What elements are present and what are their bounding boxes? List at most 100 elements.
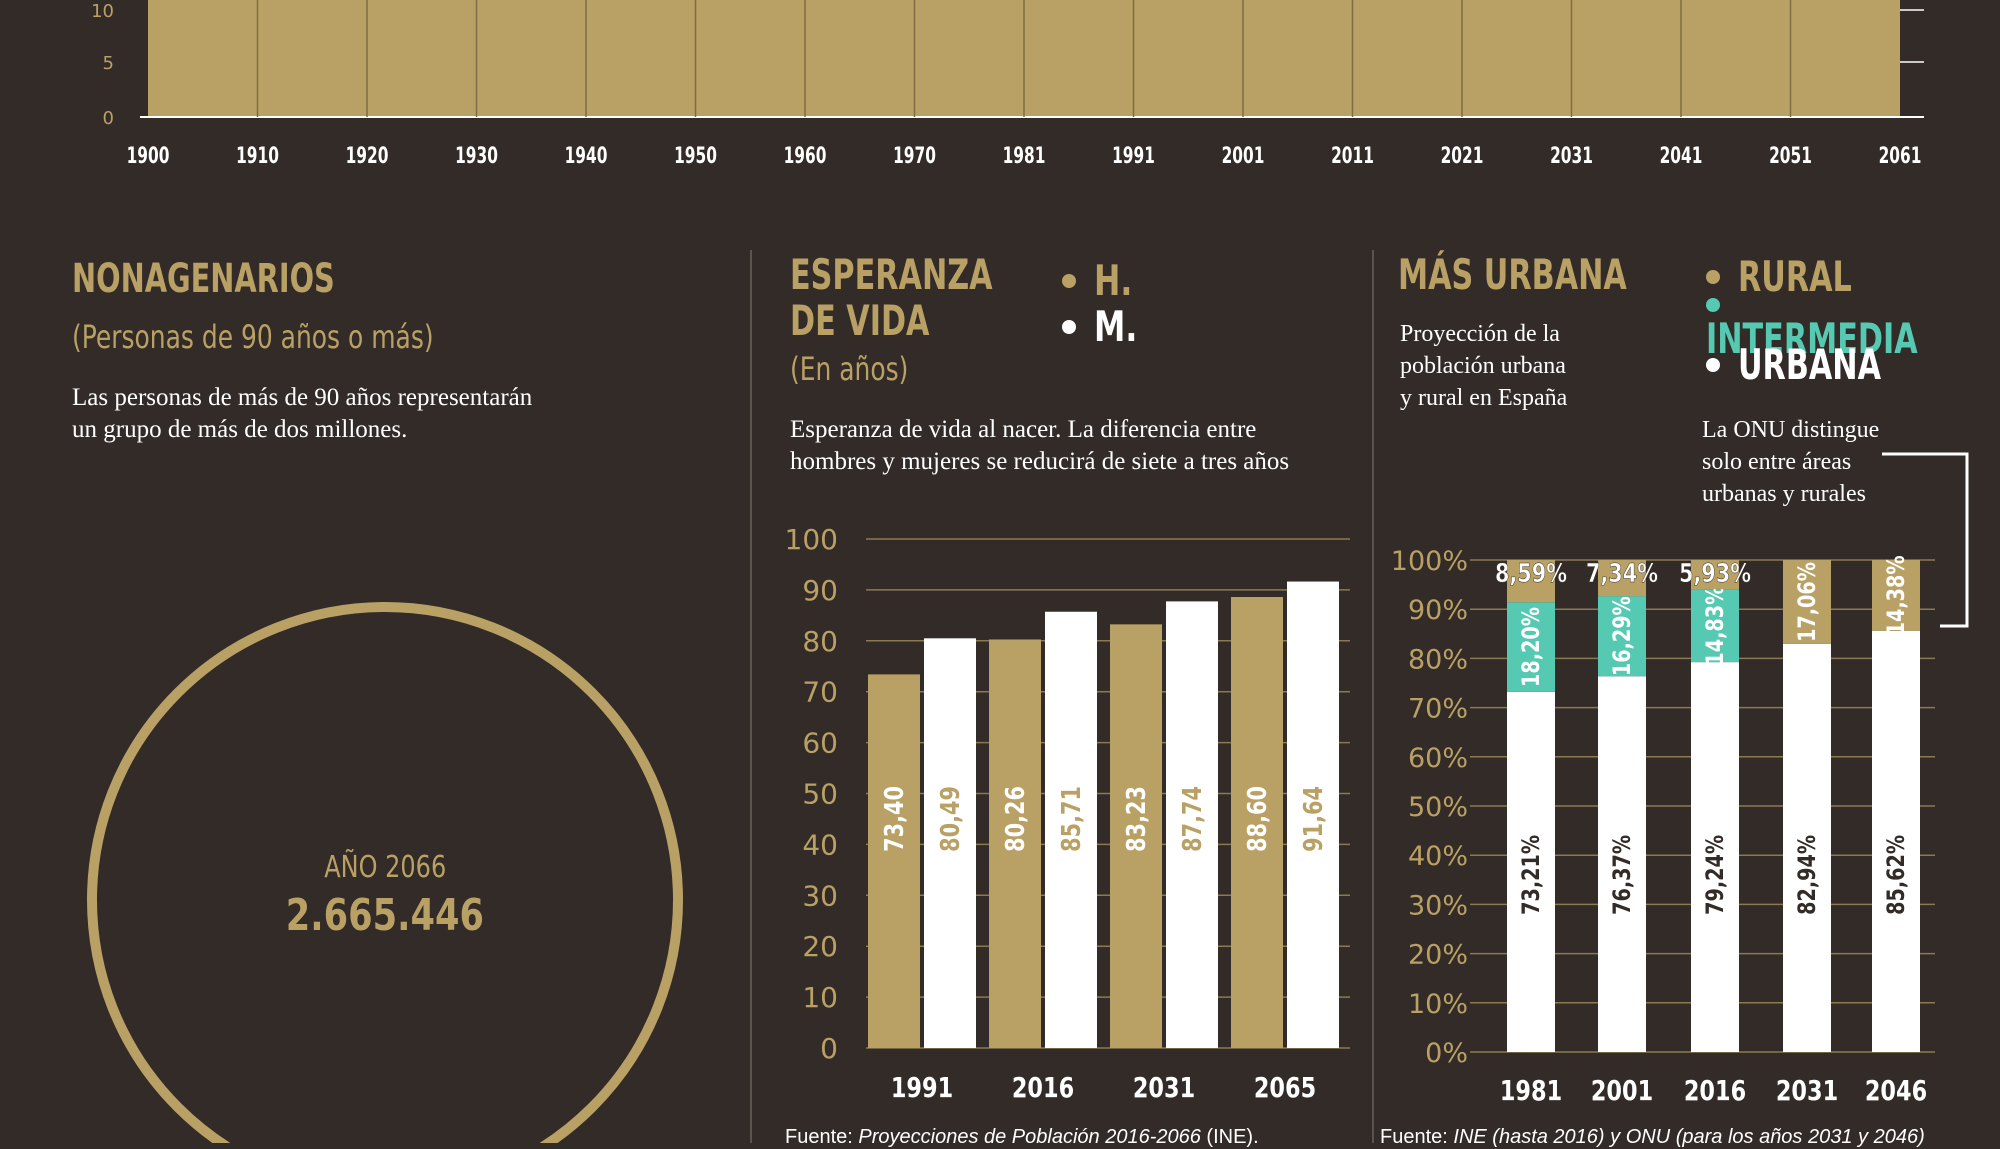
- timeline-year-label: 1981: [1003, 143, 1046, 168]
- life-bar-label: 80,26: [1000, 786, 1031, 852]
- urban-y-tick: 40%: [1408, 841, 1468, 872]
- life-expectancy-chart: 0 10 20 30 40 50 60 70 80 90 100 73,40 80,49 1991 80,2…: [785, 523, 1350, 1104]
- life-bar-m: [924, 638, 976, 1048]
- legend-label-intermedia: INTERMEDIA: [1706, 314, 1918, 363]
- urban-y-tick: 0%: [1425, 1038, 1468, 1069]
- panel-divider-left: [750, 250, 752, 1143]
- life-y-tick: 60: [802, 727, 838, 760]
- life-bar-label: 85,71: [1056, 786, 1087, 852]
- urbana-footer-prefix: Fuente:: [1380, 1126, 1454, 1148]
- timeline-year-label: 1920: [346, 143, 389, 168]
- life-y-tick: 10: [802, 981, 838, 1014]
- urban-bar-label: 14,38%: [1883, 555, 1911, 635]
- urban-y-tick: 30%: [1408, 890, 1468, 921]
- nonagenarios-subtitle: (Personas de 90 años o más): [72, 318, 434, 356]
- life-bar-m: [1287, 581, 1339, 1048]
- life-bar-label: 80,49: [935, 786, 966, 852]
- life-bar-h: [989, 639, 1041, 1048]
- timeline-year-label: 1910: [236, 143, 279, 168]
- urban-bar-urbana: [1691, 662, 1739, 1052]
- urbana-description-line2: población urbana: [1400, 353, 1566, 379]
- urban-bar-label: 5,93%: [1679, 558, 1751, 589]
- nonagenarios-title: NONAGENARIOS: [72, 256, 335, 302]
- esperanza-description: Esperanza de vida al nacer. La diferenci…: [790, 414, 1289, 478]
- life-bar-label: 87,74: [1177, 786, 1208, 852]
- esperanza-legend-m: M.: [1062, 302, 1152, 351]
- urban-bar-label: 76,37%: [1609, 835, 1637, 915]
- esperanza-title-line2: DE VIDA: [790, 296, 930, 345]
- esperanza-legend-h: H.: [1062, 256, 1145, 305]
- life-y-tick: 70: [802, 676, 838, 709]
- urban-y-tick: 20%: [1408, 940, 1468, 971]
- timeline-year-label: 1950: [674, 143, 717, 168]
- urbana-description: Proyección de la población urbana y rura…: [1400, 318, 1567, 414]
- urban-y-tick: 90%: [1408, 595, 1468, 626]
- life-x-tick: 2016: [1012, 1070, 1074, 1103]
- urban-bar-urbana: [1598, 676, 1646, 1052]
- nonagenarios-description-line2: un grupo de más de dos millones.: [72, 416, 408, 443]
- life-y-tick: 30: [802, 879, 838, 912]
- urban-rural-chart: 0% 10% 20% 30% 40% 50% 60% 70% 80% 90% 100% 73,21% 1…: [1391, 546, 1935, 1107]
- esperanza-footer: Fuente: Proyecciones de Población 2016-2…: [785, 1126, 1259, 1149]
- urban-y-tick: 80%: [1408, 644, 1468, 675]
- urbana-note-bracket: [1882, 452, 1969, 628]
- urbana-note-line1: La ONU distingue: [1702, 417, 1880, 443]
- urbana-note-line2: solo entre áreas: [1702, 449, 1852, 475]
- urban-bar-label: 18,20%: [1518, 607, 1546, 687]
- urbana-legend-urbana: URBANA: [1706, 340, 1937, 389]
- timeline-y-tick: 10: [91, 1, 114, 22]
- esperanza-title-line1: ESPERANZA: [790, 250, 993, 299]
- legend-label-rural: RURAL: [1738, 252, 1852, 301]
- panel-divider-right: [1372, 250, 1374, 1143]
- legend-dot-intermedia: [1706, 297, 1720, 312]
- nonagenarios-ring: [87, 602, 683, 1143]
- life-y-tick: 80: [802, 625, 838, 658]
- timeline-year-label: 1940: [565, 143, 608, 168]
- life-bar-h: [1110, 624, 1162, 1048]
- urban-y-tick: 100%: [1391, 546, 1468, 577]
- urban-bar-rural: [1598, 560, 1646, 597]
- life-bar-m: [1045, 611, 1097, 1048]
- nonagenarios-description: Las personas de más de 90 años represent…: [72, 382, 532, 446]
- timeline-year-label: 2051: [1769, 143, 1812, 168]
- esperanza-footer-prefix: Fuente:: [785, 1126, 859, 1148]
- life-y-tick: 50: [802, 778, 838, 811]
- life-bar-label: 88,60: [1242, 786, 1273, 852]
- urban-bar-intermedia: [1507, 602, 1555, 692]
- urban-bar-intermedia: [1691, 589, 1739, 663]
- urbana-footer: Fuente: INE (hasta 2016) y ONU (para los…: [1380, 1126, 1925, 1149]
- urban-bar-label: 17,06%: [1794, 562, 1822, 642]
- life-x-tick: 2031: [1133, 1070, 1195, 1103]
- urban-bar-rural: [1507, 560, 1555, 603]
- esperanza-footer-suffix: (INE).: [1200, 1126, 1259, 1148]
- urban-bar-rural: [1783, 560, 1831, 644]
- life-y-tick: 20: [802, 930, 838, 963]
- nonagenarios-description-line1: Las personas de más de 90 años represent…: [72, 384, 533, 411]
- population-timeline-chart: 10 5 0 1900 1910 1920 1930 1940 1950 1960 1970 198…: [91, 0, 1924, 169]
- urban-bar-label: 7,34%: [1586, 558, 1658, 589]
- urbana-note-line3: urbanas y rurales: [1702, 481, 1866, 507]
- legend-dot-h: [1062, 273, 1076, 288]
- timeline-year-label: 1960: [784, 143, 827, 168]
- timeline-year-label: 1991: [1112, 143, 1155, 168]
- urban-x-tick: 1981: [1500, 1073, 1562, 1106]
- nonagenarios-value: 2.665.446: [285, 890, 485, 941]
- urban-bar-urbana: [1872, 630, 1920, 1052]
- urban-bar-rural: [1691, 560, 1739, 590]
- life-y-tick: 0: [820, 1032, 838, 1065]
- urban-y-tick: 70%: [1408, 694, 1468, 725]
- urban-y-tick: 10%: [1408, 989, 1468, 1020]
- urban-bar-label: 14,83%: [1702, 585, 1730, 665]
- urban-x-tick: 2046: [1865, 1073, 1927, 1106]
- legend-label-h: H.: [1094, 256, 1133, 305]
- life-bar-label: 91,64: [1298, 786, 1329, 852]
- esperanza-footer-source: Proyecciones de Población 2016-2066: [858, 1126, 1201, 1148]
- timeline-year-label: 1930: [455, 143, 498, 168]
- life-bar-m: [1166, 601, 1218, 1048]
- timeline-year-label: 2061: [1879, 143, 1922, 168]
- legend-label-m: M.: [1094, 302, 1138, 351]
- urban-bar-label: 82,94%: [1794, 835, 1822, 915]
- timeline-year-label: 2021: [1441, 143, 1484, 168]
- urban-y-tick: 60%: [1408, 743, 1468, 774]
- urban-x-tick: 2001: [1591, 1073, 1653, 1106]
